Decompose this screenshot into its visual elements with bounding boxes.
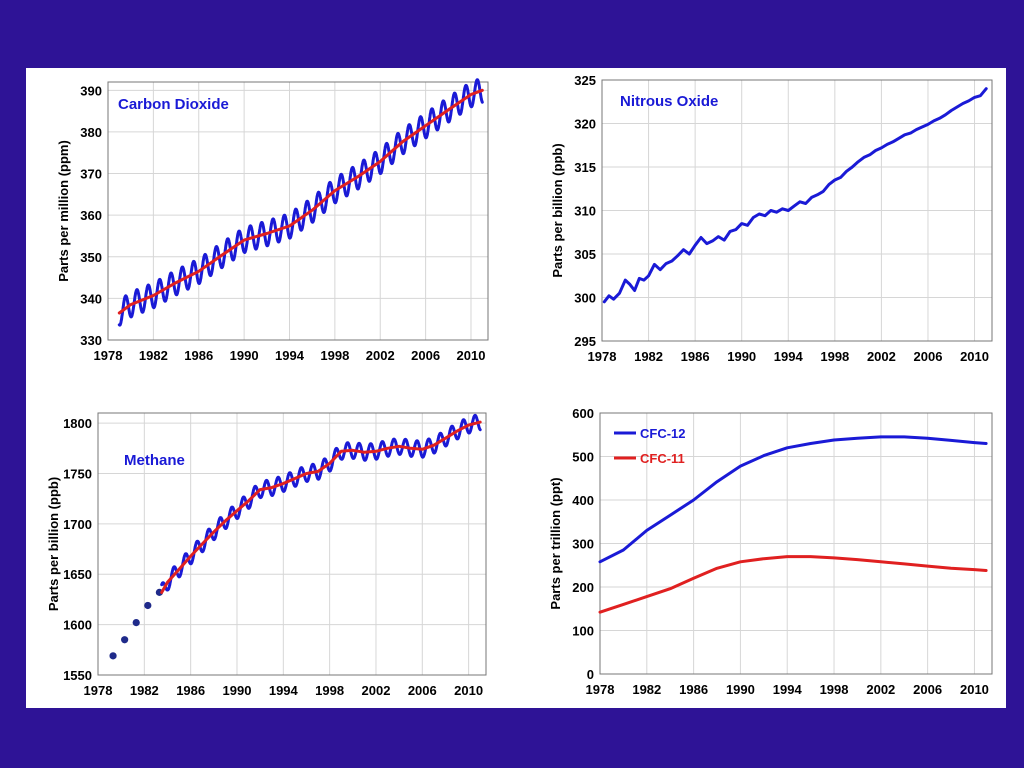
- chart-3: 1978 1982 1986 1990 1994 1998 2002 2006 2010 1550…: [46, 412, 487, 698]
- y-tick-label: 1550: [63, 668, 92, 683]
- series-line-cfc-12: [598, 435, 988, 564]
- series-group: [117, 78, 484, 327]
- legend-label-cfc-12: CFC-12: [640, 426, 686, 441]
- y-tick-label: 380: [80, 125, 102, 140]
- x-tick-label: 1994: [275, 348, 305, 363]
- x-tick-label: 2006: [914, 349, 943, 364]
- x-tick-label: 2006: [408, 683, 437, 698]
- x-tick-label: 2010: [457, 348, 486, 363]
- y-tick-label: 340: [80, 291, 102, 306]
- series-group: [598, 435, 988, 614]
- y-tick-label: 1750: [63, 466, 92, 481]
- x-tick-label: 1982: [139, 348, 168, 363]
- chart-title: Carbon Dioxide: [118, 96, 229, 113]
- x-tick-label: 1998: [320, 348, 349, 363]
- x-tick-label: 1978: [84, 683, 113, 698]
- y-tick-label: 325: [574, 73, 596, 88]
- plot-border: [107, 81, 489, 341]
- x-tick-label: 2010: [960, 682, 989, 697]
- x-tick-label: 1978: [586, 682, 615, 697]
- data-point: [109, 652, 117, 660]
- x-tick-label: 2006: [411, 348, 440, 363]
- y-tick-label: 305: [574, 247, 596, 262]
- chart-panel: 1978 1982 1986 1990 1994 1998 2002 2006 2010 330 3…: [26, 68, 1006, 708]
- x-tick-label: 1982: [130, 683, 159, 698]
- x-tick-label: 1982: [632, 682, 661, 697]
- series-line-2: [160, 413, 482, 592]
- y-tick-label: 100: [572, 624, 594, 639]
- x-tick-label: 1998: [820, 682, 849, 697]
- series-line-3: [160, 420, 482, 594]
- x-tick-label: 1978: [588, 349, 617, 364]
- chart-title: Nitrous Oxide: [620, 93, 718, 110]
- series-line-cfc-11: [598, 555, 988, 614]
- x-tick-label: 1990: [726, 682, 755, 697]
- y-tick-label: 315: [574, 160, 596, 175]
- x-tick-label: 1986: [679, 682, 708, 697]
- x-tick-label: 1986: [176, 683, 205, 698]
- y-tick-label: 300: [572, 537, 594, 552]
- data-point: [121, 636, 129, 644]
- x-tick-label: 2002: [867, 349, 896, 364]
- series-group: [109, 413, 482, 660]
- data-point: [132, 619, 140, 627]
- chart-1: 1978 1982 1986 1990 1994 1998 2002 2006 2010 330 3…: [56, 78, 489, 363]
- y-tick-label: 310: [574, 204, 596, 219]
- x-tick-label: 1994: [774, 349, 804, 364]
- y-tick-label: 400: [572, 493, 594, 508]
- y-tick-label: 360: [80, 208, 102, 223]
- series-group: [602, 87, 988, 304]
- y-tick-label: 390: [80, 83, 102, 98]
- y-tick-label: 330: [80, 333, 102, 348]
- y-axis-label: Parts per billion (ppb): [550, 143, 565, 277]
- plot-border: [97, 412, 487, 676]
- x-tick-label: 1978: [94, 348, 123, 363]
- data-point: [144, 601, 152, 610]
- chart-title: Methane: [124, 452, 185, 469]
- series-line-2: [117, 88, 484, 315]
- x-tick-label: 2010: [454, 683, 483, 698]
- y-axis-label: Parts per million (ppm): [56, 140, 71, 282]
- legend-label-cfc-11: CFC-11: [640, 451, 685, 466]
- x-tick-label: 1982: [634, 349, 663, 364]
- y-tick-label: 1700: [63, 517, 92, 532]
- x-tick-label: 1998: [820, 349, 849, 364]
- series-line-1: [602, 87, 988, 304]
- chart-2: 1978 1982 1986 1990 1994 1998 2002 2006 2010 295 3…: [550, 73, 993, 364]
- y-tick-label: 500: [572, 450, 594, 465]
- y-tick-label: 0: [587, 667, 594, 682]
- plot-border: [599, 412, 993, 675]
- x-tick-label: 1990: [223, 683, 252, 698]
- x-tick-label: 1994: [269, 683, 299, 698]
- series-line-1: [117, 78, 484, 327]
- x-tick-label: 2010: [960, 349, 989, 364]
- x-tick-label: 2002: [366, 348, 395, 363]
- x-tick-label: 1986: [184, 348, 213, 363]
- y-tick-label: 295: [574, 334, 596, 349]
- y-tick-label: 1800: [63, 416, 92, 431]
- x-tick-label: 1990: [230, 348, 259, 363]
- y-tick-label: 300: [574, 291, 596, 306]
- x-tick-label: 1986: [681, 349, 710, 364]
- y-tick-label: 1650: [63, 567, 92, 582]
- y-axis-label: Parts per trillion (ppt): [548, 477, 563, 609]
- x-tick-label: 1994: [773, 682, 803, 697]
- y-axis-label: Parts per billion (ppb): [46, 477, 61, 611]
- x-tick-label: 2002: [866, 682, 895, 697]
- y-tick-label: 320: [574, 117, 596, 132]
- y-tick-label: 370: [80, 167, 102, 182]
- x-tick-label: 2002: [362, 683, 391, 698]
- y-tick-label: 200: [572, 580, 594, 595]
- x-tick-label: 1998: [315, 683, 344, 698]
- y-tick-label: 350: [80, 250, 102, 265]
- charts-grid: 1978 1982 1986 1990 1994 1998 2002 2006 2010 330 3…: [46, 73, 993, 698]
- x-tick-label: 1990: [727, 349, 756, 364]
- y-tick-label: 600: [572, 406, 594, 421]
- plot-border: [601, 79, 993, 342]
- y-tick-label: 1600: [63, 618, 92, 633]
- chart-4: 1978 1982 1986 1990 1994 1998 2002 2006 2010 0 100…: [548, 406, 993, 697]
- x-tick-label: 2006: [913, 682, 942, 697]
